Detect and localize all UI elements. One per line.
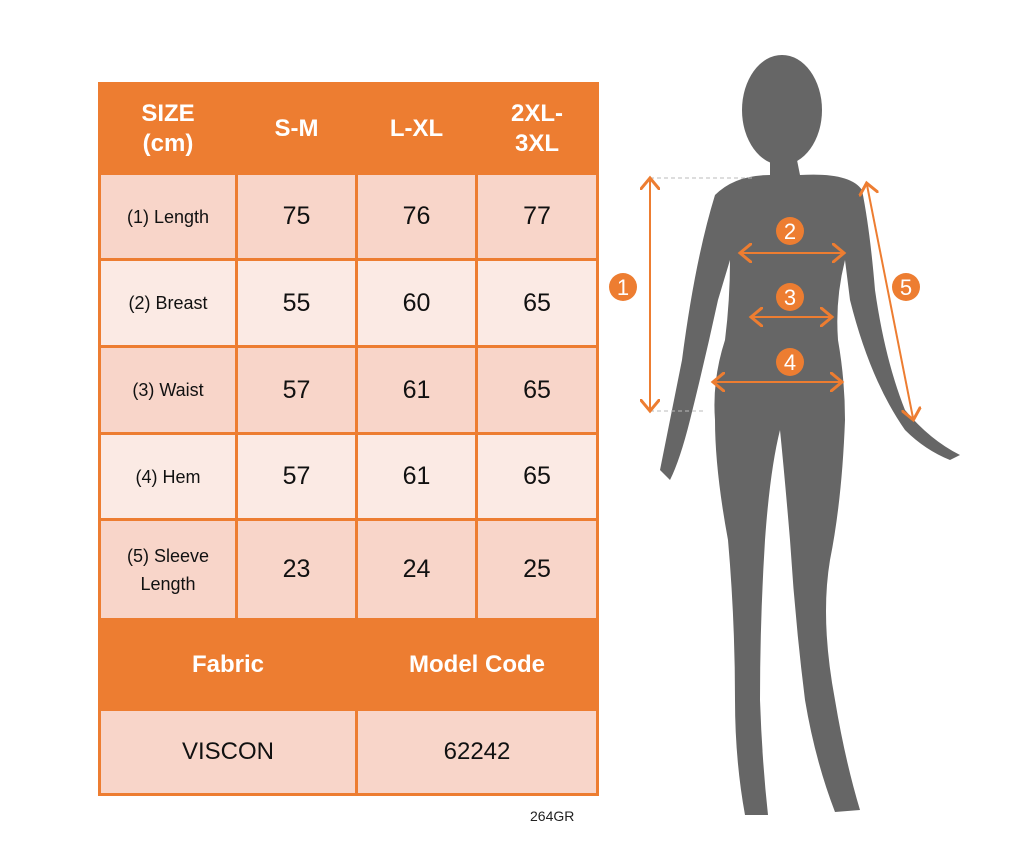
cell: 61 <box>355 432 478 521</box>
header-row: SIZE (cm) S-M L-XL 2XL-3XL <box>98 82 599 175</box>
row-label: (5) Sleeve Length <box>98 518 238 621</box>
model-code-value: 62242 <box>355 708 599 796</box>
header-s-m: S-M <box>235 82 358 175</box>
footer-row: VISCON 62242 <box>98 708 599 796</box>
row-label: (2) Breast <box>98 258 238 348</box>
header-l-xl: L-XL <box>355 82 478 175</box>
cell: 25 <box>475 518 599 621</box>
measurement-arrows <box>650 178 913 418</box>
cell: 60 <box>355 258 478 348</box>
size-chart-table: SIZE (cm) S-M L-XL 2XL-3XL (1) Length 75 … <box>98 82 599 796</box>
header-size: SIZE (cm) <box>98 82 238 175</box>
footer-header-row: Fabric Model Code <box>98 618 599 711</box>
cell: 65 <box>475 258 599 348</box>
cell: 75 <box>235 172 358 261</box>
marker-5: 5 <box>900 275 912 300</box>
row-label: (3) Waist <box>98 345 238 435</box>
cell: 65 <box>475 432 599 521</box>
table-row: (3) Waist 57 61 65 <box>98 345 599 435</box>
cell: 76 <box>355 172 478 261</box>
cell: 55 <box>235 258 358 348</box>
sleeve-arrow <box>867 185 913 418</box>
marker-2: 2 <box>784 219 796 244</box>
cell: 77 <box>475 172 599 261</box>
table-row: (5) Sleeve Length 23 24 25 <box>98 518 599 621</box>
row-label: (4) Hem <box>98 432 238 521</box>
table-row: (1) Length 75 76 77 <box>98 172 599 261</box>
product-code: 264GR <box>530 808 575 824</box>
table-row: (2) Breast 55 60 65 <box>98 258 599 348</box>
marker-3: 3 <box>784 285 796 310</box>
marker-4: 4 <box>784 350 796 375</box>
cell: 57 <box>235 345 358 435</box>
table-row: (4) Hem 57 61 65 <box>98 432 599 521</box>
body-silhouette-figure: 1 2 3 4 5 <box>609 55 960 815</box>
cell: 57 <box>235 432 358 521</box>
header-2xl-3xl: 2XL-3XL <box>475 82 599 175</box>
header-2xl-3xl-label: 2XL-3XL <box>510 99 563 157</box>
marker-badges: 1 2 3 4 5 <box>609 217 920 376</box>
header-model-code: Model Code <box>355 618 599 711</box>
cell: 24 <box>355 518 478 621</box>
fabric-value: VISCON <box>98 708 358 796</box>
cell: 23 <box>235 518 358 621</box>
row-label: (1) Length <box>98 172 238 261</box>
silhouette <box>660 55 960 815</box>
header-fabric: Fabric <box>98 618 358 711</box>
cell: 61 <box>355 345 478 435</box>
cell: 65 <box>475 345 599 435</box>
marker-1: 1 <box>617 275 629 300</box>
